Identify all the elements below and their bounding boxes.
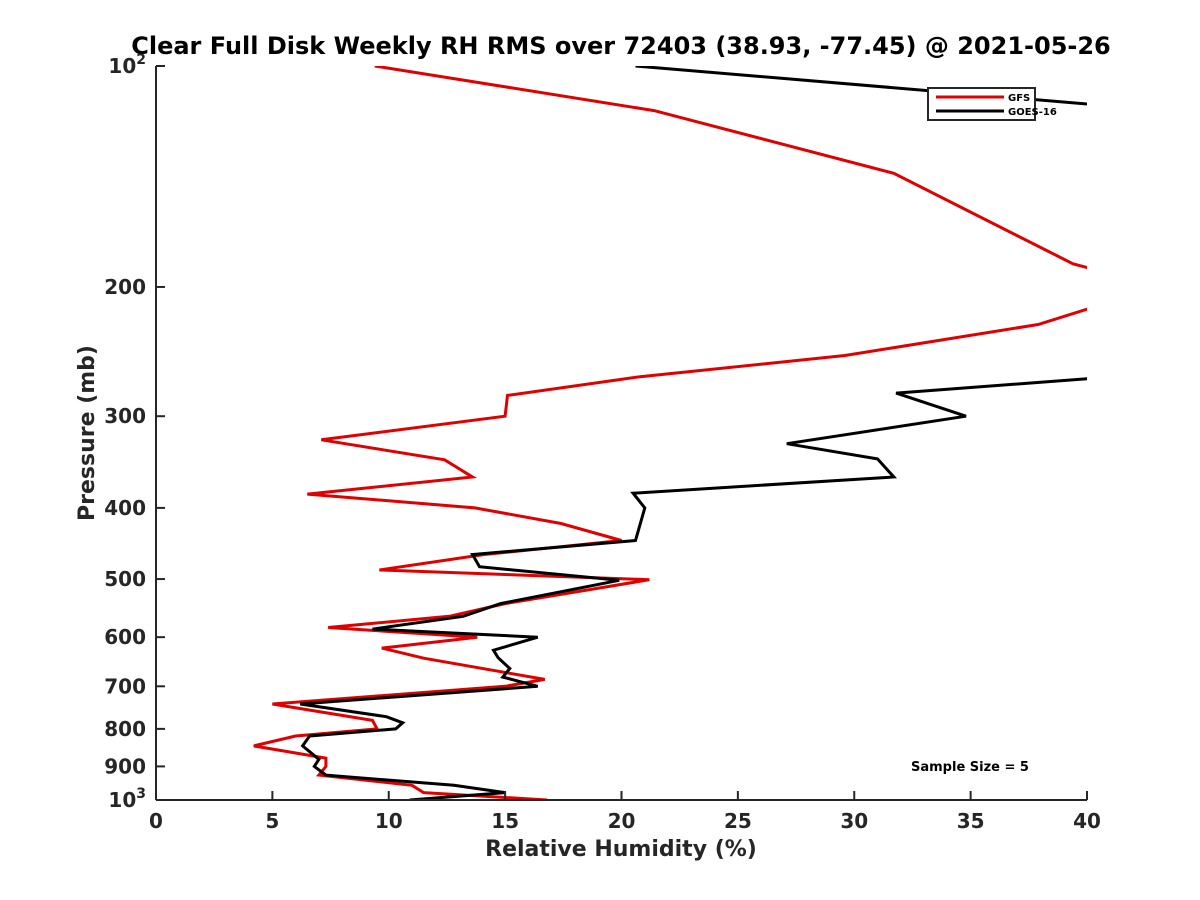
series-line-gfs: [253, 66, 1087, 800]
x-tick-label: 10: [375, 809, 403, 833]
x-tick-label: 30: [840, 809, 868, 833]
sample-size-annotation: Sample Size = 5: [911, 760, 1029, 775]
y-tick-label: 800: [104, 717, 146, 741]
y-tick-label: 200: [104, 275, 146, 299]
y-tick-label: 700: [104, 674, 146, 698]
y-ticks: 102 200 300 400 500 600 700 800 900 103: [104, 52, 165, 812]
legend: GFS GOES-16: [927, 87, 1057, 121]
y-tick-label: 300: [104, 404, 146, 428]
x-tick-label: 0: [149, 809, 163, 833]
series-line-goes16: [300, 66, 1087, 800]
y-tick-label: 900: [104, 754, 146, 778]
chart-title: Clear Full Disk Weekly RH RMS over 72403…: [131, 32, 1111, 60]
x-ticks: 0 5 10 15 20 25 30 35 40: [149, 791, 1101, 833]
y-tick-label: 600: [104, 625, 146, 649]
legend-label-gfs: GFS: [1008, 93, 1030, 104]
series-layer: [253, 66, 1087, 800]
x-tick-label: 20: [608, 809, 636, 833]
legend-box: [927, 87, 1036, 121]
x-axis-label: Relative Humidity (%): [485, 837, 757, 862]
x-tick-label: 5: [265, 809, 279, 833]
x-tick-label: 35: [957, 809, 985, 833]
y-tick-label: 103: [108, 786, 146, 812]
y-axis-label: Pressure (mb): [75, 345, 100, 521]
x-tick-label: 15: [491, 809, 519, 833]
x-tick-label: 40: [1073, 809, 1101, 833]
x-tick-label: 25: [724, 809, 752, 833]
axes: [155, 66, 1087, 801]
y-tick-label: 500: [104, 567, 146, 591]
legend-label-goes16: GOES-16: [1008, 107, 1057, 118]
y-tick-label: 400: [104, 496, 146, 520]
y-tick-label: 102: [108, 52, 146, 78]
